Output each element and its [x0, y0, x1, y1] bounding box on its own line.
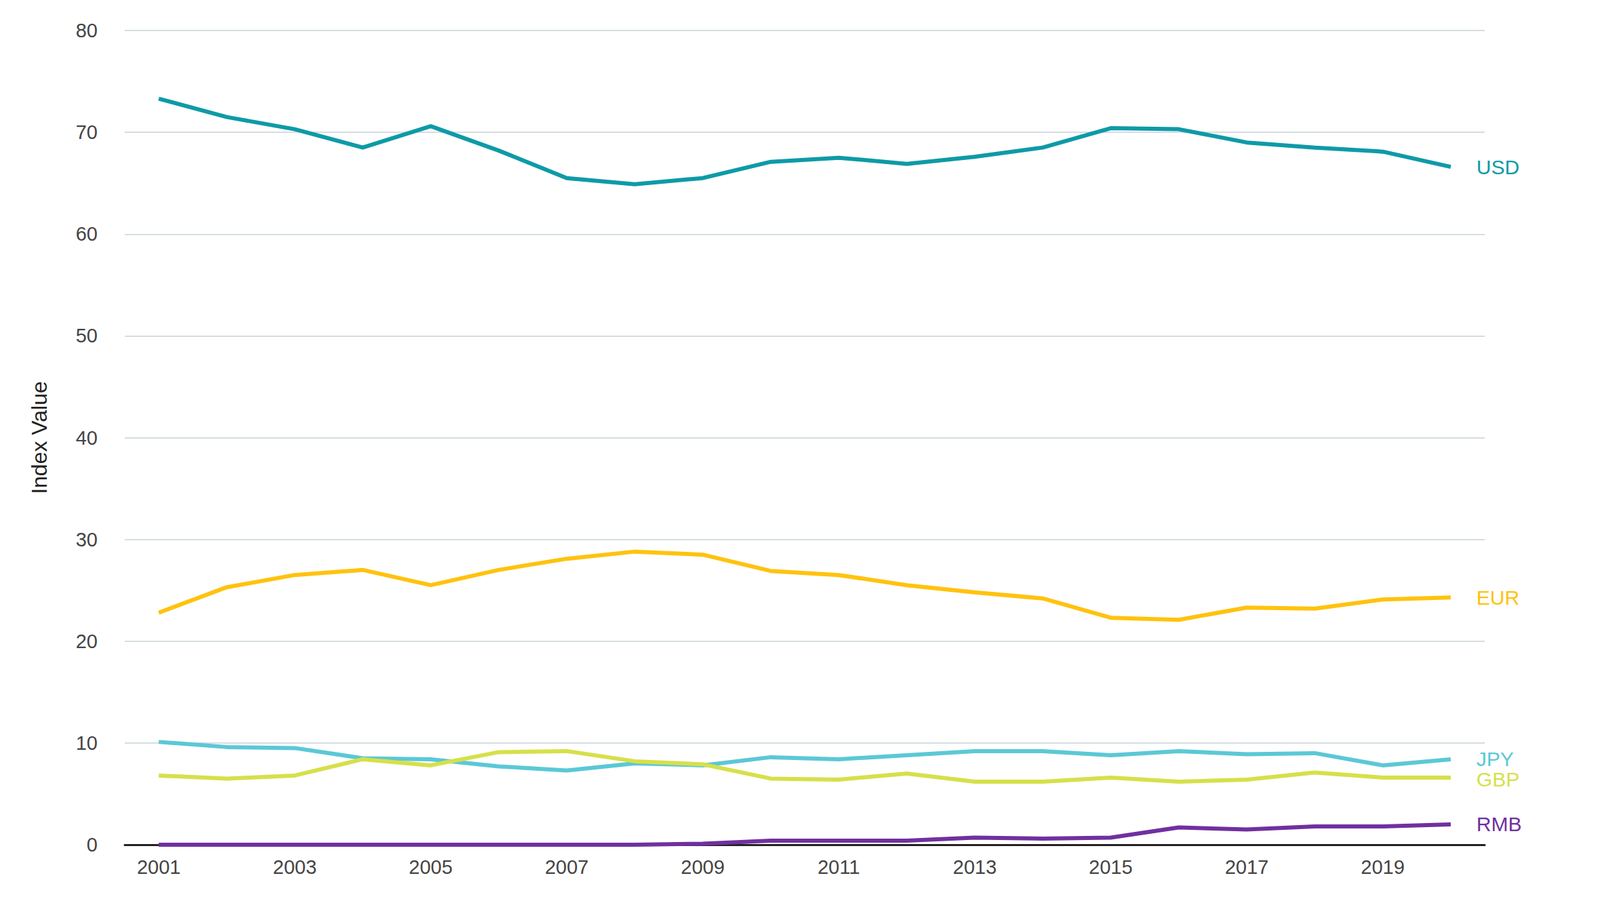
svg-text:Index Value: Index Value	[27, 381, 52, 495]
svg-text:2005: 2005	[408, 856, 453, 878]
svg-text:70: 70	[75, 121, 98, 144]
svg-text:0: 0	[86, 833, 98, 856]
svg-text:50: 50	[75, 324, 98, 347]
svg-text:2019: 2019	[1360, 856, 1405, 878]
svg-text:60: 60	[75, 223, 98, 245]
svg-text:2017: 2017	[1225, 856, 1270, 878]
svg-text:JPY: JPY	[1476, 747, 1514, 771]
svg-text:2003: 2003	[272, 856, 317, 878]
svg-text:GBP: GBP	[1476, 768, 1520, 791]
svg-text:20: 20	[75, 630, 98, 653]
svg-text:30: 30	[75, 528, 98, 551]
svg-text:RMB: RMB	[1476, 812, 1523, 836]
svg-text:2011: 2011	[817, 856, 860, 878]
svg-text:10: 10	[75, 732, 98, 754]
svg-text:2001: 2001	[136, 856, 182, 878]
svg-text:40: 40	[75, 427, 98, 449]
svg-text:2009: 2009	[680, 856, 725, 878]
svg-text:USD: USD	[1476, 155, 1520, 179]
svg-text:2007: 2007	[545, 856, 590, 878]
svg-text:EUR: EUR	[1476, 586, 1520, 609]
svg-text:2013: 2013	[952, 856, 997, 878]
svg-text:80: 80	[75, 19, 98, 42]
svg-text:2015: 2015	[1088, 856, 1133, 878]
